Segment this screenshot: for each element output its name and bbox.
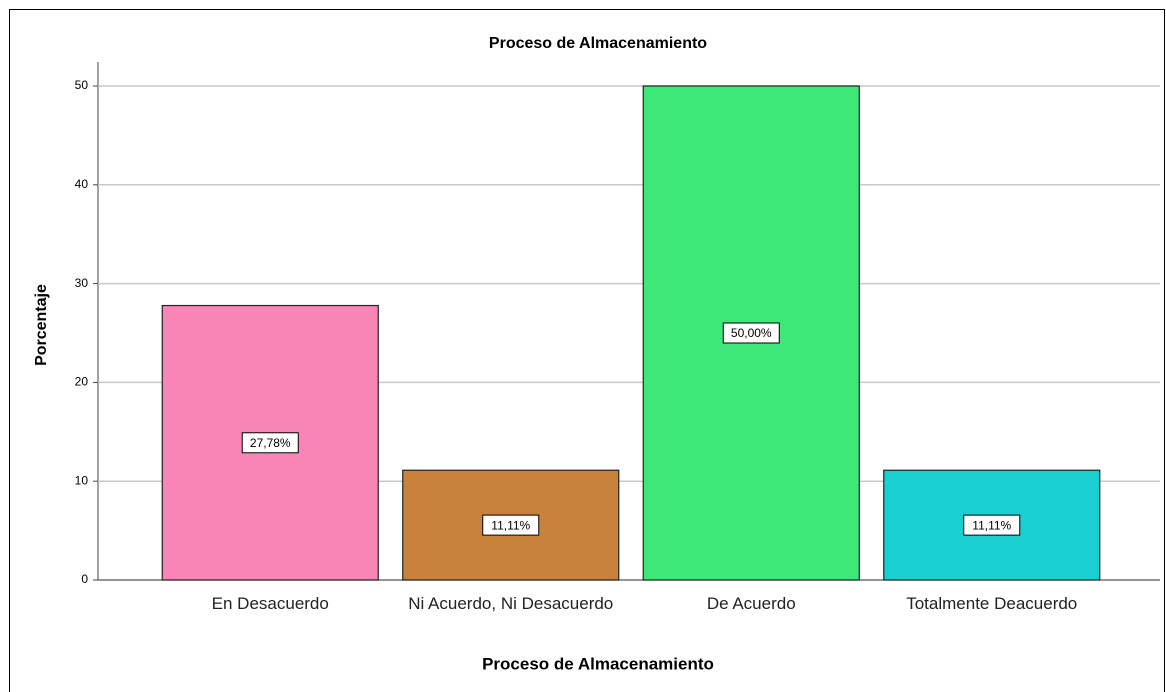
- y-tick-label: 40: [75, 177, 89, 191]
- x-tick-label: Totalmente Deacuerdo: [906, 594, 1078, 613]
- frame: [9, 9, 1165, 692]
- value-label: 11,11%: [491, 518, 530, 532]
- value-label-box: [963, 514, 1021, 536]
- y-tick-label: 20: [75, 375, 89, 389]
- y-tick-label: 0: [81, 572, 88, 586]
- y-tick-label: 50: [75, 78, 89, 92]
- x-tick-label: Ni Acuerdo, Ni Desacuerdo: [408, 594, 614, 613]
- x-tick-label: De Acuerdo: [706, 594, 796, 613]
- value-label-box: [722, 322, 780, 344]
- y-tick-label: 10: [75, 473, 89, 487]
- value-label: 11,11%: [972, 518, 1011, 532]
- chart-title: Proceso de Almacenamiento: [489, 35, 707, 52]
- value-label: 50,00%: [731, 326, 772, 340]
- y-axis-label: Porcentaje: [33, 284, 50, 366]
- value-label-box: [241, 432, 299, 454]
- y-tick-label: 30: [75, 276, 89, 290]
- value-label-box: [482, 514, 540, 536]
- x-axis-label: Proceso de Almacenamiento: [482, 654, 714, 673]
- value-label: 27,78%: [250, 436, 291, 450]
- x-tick-label: En Desacuerdo: [211, 594, 329, 613]
